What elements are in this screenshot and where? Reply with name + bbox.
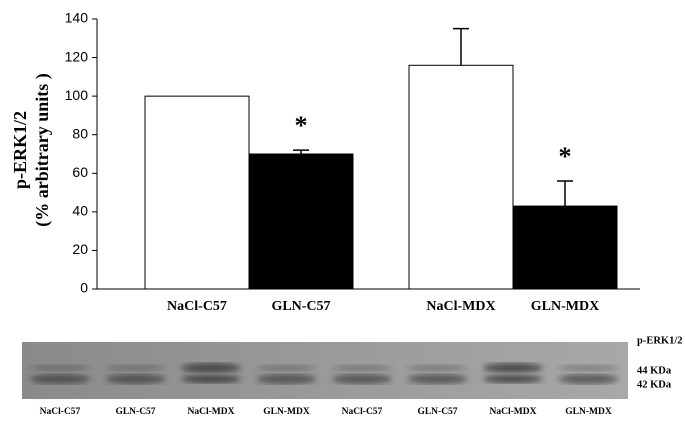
lane-label: NaCl-MDX (490, 407, 537, 417)
y-tick-label: 0 (80, 280, 88, 296)
lane-label: GLN-MDX (263, 407, 310, 417)
lane-label: NaCl-MDX (188, 407, 235, 417)
band (558, 365, 619, 371)
blot-label: p-ERK1/2 (637, 335, 683, 346)
y-label-line: (% arbitrary units ) (32, 73, 53, 226)
blot-label: 42 KDa (637, 379, 672, 390)
error-bar (293, 149, 309, 154)
x-tick-label: NaCl-C57 (167, 299, 227, 314)
bar (512, 205, 618, 290)
significance-marker: * (559, 142, 572, 171)
bar (144, 95, 250, 290)
y-tick-label: 60 (72, 164, 88, 180)
band (105, 374, 166, 384)
significance-marker: * (295, 111, 308, 140)
band (256, 365, 317, 371)
band (181, 363, 241, 373)
y-tick-label: 80 (72, 125, 88, 141)
lane-label: GLN-MDX (565, 407, 612, 417)
y-tick-label: 100 (65, 87, 89, 103)
band (181, 375, 241, 383)
western-blot (22, 342, 628, 399)
y-tick-label: 40 (72, 203, 88, 219)
lane-label: NaCl-C57 (40, 407, 81, 417)
y-tick-label: 140 (65, 10, 89, 26)
y-tick-label: 120 (65, 48, 89, 64)
band (332, 374, 392, 384)
band (30, 374, 90, 384)
x-tick-label: NaCl-MDX (426, 299, 495, 314)
error-bar (453, 27, 469, 66)
lane-label: GLN-C57 (115, 407, 155, 417)
band (332, 365, 392, 371)
band (256, 374, 317, 384)
y-axis-label: p-ERK1/2 (% arbitrary units ) (10, 73, 53, 226)
bar (248, 153, 354, 290)
bar (408, 64, 514, 290)
band (407, 365, 468, 371)
y-label-line: p-ERK1/2 (10, 111, 30, 189)
band (483, 375, 543, 383)
band (105, 365, 166, 371)
x-tick-label: GLN-MDX (531, 299, 599, 314)
band (30, 365, 90, 371)
blot-label: 44 KDa (637, 365, 672, 376)
x-tick-label: GLN-C57 (271, 299, 330, 314)
y-tick-label: 20 (72, 241, 88, 257)
band (558, 374, 619, 384)
band (407, 374, 468, 384)
band (483, 363, 543, 373)
lane-label: GLN-C57 (417, 407, 457, 417)
error-bar (557, 180, 573, 207)
lane-label: NaCl-C57 (342, 407, 383, 417)
